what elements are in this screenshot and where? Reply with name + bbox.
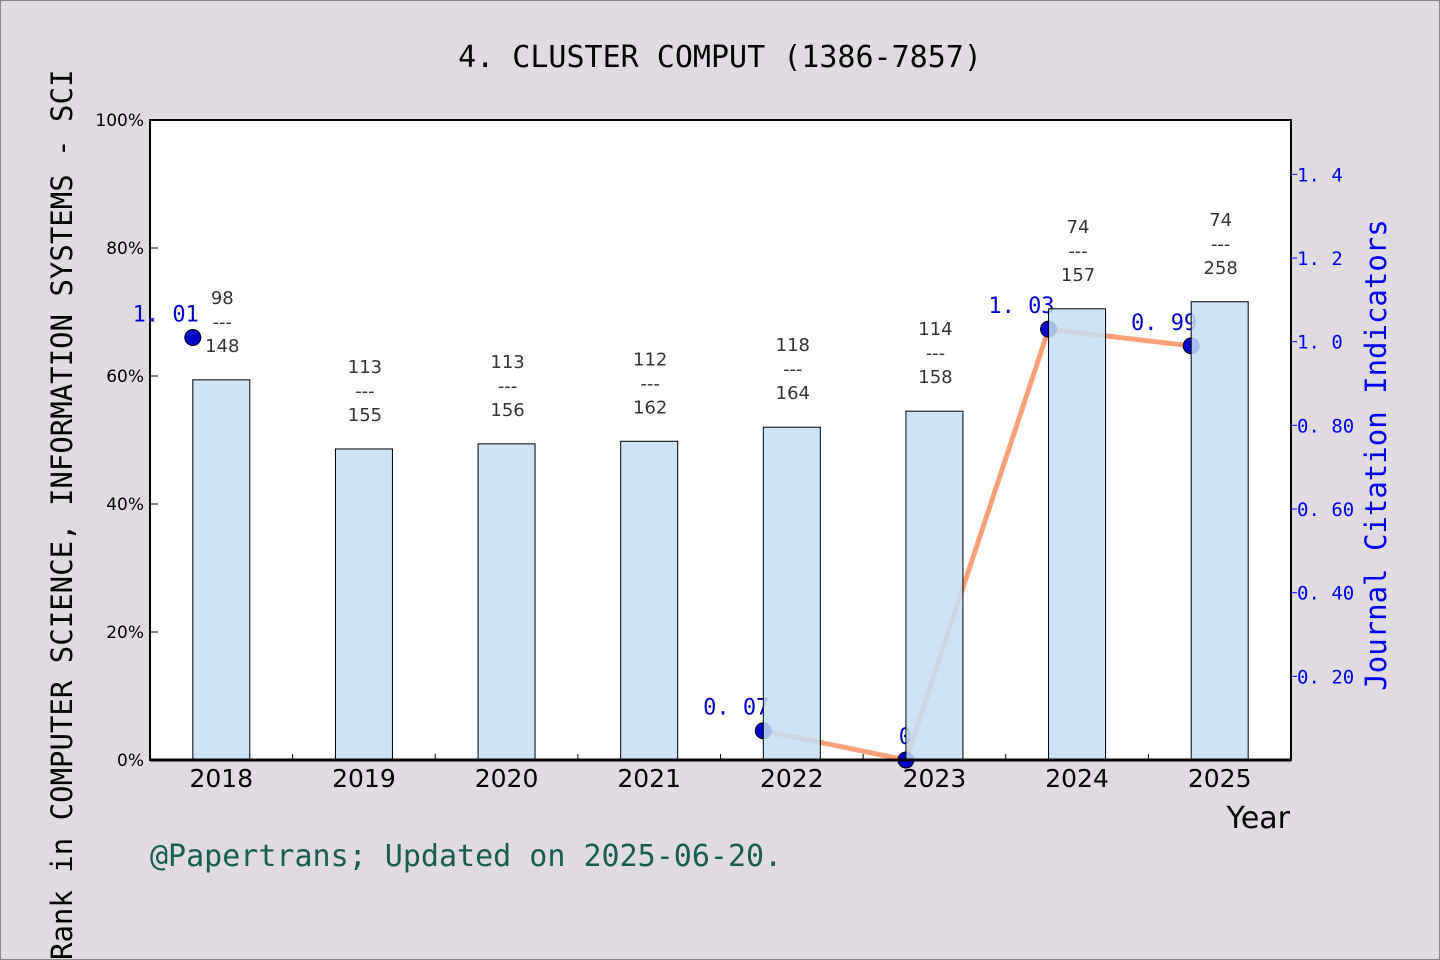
plot-area [150, 120, 1291, 760]
total-label: 155 [348, 405, 382, 426]
rank-label: 113 [490, 352, 524, 373]
rank-label: 98 [211, 288, 234, 309]
right-y-tick-label: 1. 2 [1297, 248, 1343, 270]
rank-divider: --- [1068, 241, 1088, 262]
total-label: 156 [490, 400, 524, 421]
rank-divider: --- [355, 381, 375, 402]
x-tick-label: 2020 [475, 764, 539, 793]
bar [192, 379, 251, 761]
y-tick-label: 80% [106, 239, 144, 259]
total-label: 164 [776, 383, 810, 404]
rank-label: 118 [776, 335, 810, 356]
y-tick-label: 40% [106, 495, 144, 515]
line-value-label: 0. 07 [703, 696, 769, 721]
line-point [184, 329, 202, 347]
y-tick-label: 0% [117, 751, 144, 771]
bar [762, 426, 821, 761]
y-tick-label: 20% [106, 623, 144, 643]
x-tick-label: 2019 [332, 764, 396, 793]
right-y-tick-label: 0. 40 [1297, 583, 1354, 605]
y-tick-label: 100% [95, 111, 144, 131]
rank-divider: --- [640, 373, 660, 394]
line-value-label: 1. 03 [988, 294, 1054, 319]
rank-divider: --- [213, 312, 233, 333]
rank-divider: --- [498, 376, 518, 397]
right-y-tick-label: 1. 0 [1297, 332, 1343, 354]
bar [1190, 301, 1249, 761]
total-label: 157 [1061, 265, 1095, 286]
rank-label: 112 [633, 349, 667, 370]
rank-divider: --- [1211, 234, 1231, 255]
total-label: 258 [1204, 258, 1238, 279]
bar [1048, 308, 1107, 761]
right-y-tick-label: 1. 4 [1297, 164, 1343, 186]
right-y-tick-label: 0. 80 [1297, 415, 1354, 437]
y-axis-label: Rank in COMPUTER SCIENCE, INFORMATION SY… [45, 70, 79, 960]
rank-divider: --- [926, 343, 946, 364]
x-tick-label: 2025 [1188, 764, 1252, 793]
right-y-tick-label: 0. 20 [1297, 666, 1354, 688]
bar [334, 448, 393, 761]
line-value-label: 0. 99 [1131, 311, 1197, 336]
rank-label: 74 [1209, 210, 1232, 231]
rank-label: 114 [918, 319, 952, 340]
line-value-label: 1. 01 [133, 303, 199, 328]
x-tick-label: 2023 [903, 764, 967, 793]
x-tick-label: 2024 [1045, 764, 1109, 793]
y-tick-label: 60% [106, 367, 144, 387]
rank-label: 74 [1067, 217, 1090, 238]
total-label: 148 [205, 336, 239, 357]
chart-title: 4. CLUSTER COMPUT (1386-7857) [458, 40, 982, 75]
right-axis-label: Journal Citation Indicators [1359, 219, 1393, 690]
right-y-tick-label: 0. 60 [1297, 499, 1354, 521]
total-label: 158 [918, 367, 952, 388]
total-label: 162 [633, 397, 667, 418]
rank-divider: --- [783, 359, 803, 380]
credit-text: @Papertrans; Updated on 2025-06-20. [150, 839, 782, 874]
bar [620, 440, 679, 761]
bar [477, 443, 536, 761]
x-tick-label: 2022 [760, 764, 824, 793]
x-axis-label: Year [1225, 801, 1290, 836]
x-tick-label: 2021 [617, 764, 681, 793]
x-tick-label: 2018 [190, 764, 254, 793]
bar [905, 410, 964, 761]
rank-label: 113 [348, 357, 382, 378]
